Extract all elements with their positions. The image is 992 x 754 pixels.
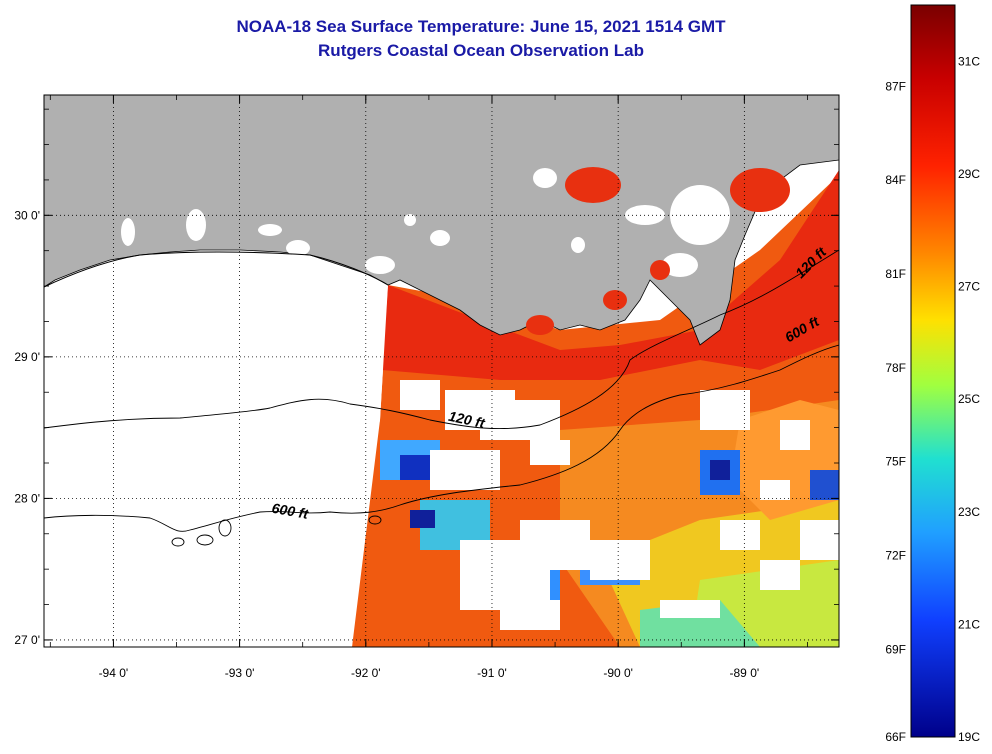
colorbar-celsius-label: 23C: [958, 505, 980, 519]
colorbar-fahrenheit-label: 87F: [885, 79, 906, 93]
cloud-mask: [400, 380, 839, 630]
contour-label: 600 ft: [271, 500, 311, 522]
colorbar-fahrenheit-label: 72F: [885, 549, 906, 563]
colorbar-celsius-label: 29C: [958, 167, 980, 181]
colorbar-celsius-label: 21C: [958, 617, 980, 631]
colorbar-celsius-label: 25C: [958, 392, 980, 406]
lat-tick-label: 27 0': [14, 633, 40, 647]
lon-tick-label: -90 0': [603, 666, 633, 680]
lat-tick-label: 28 0': [14, 491, 40, 505]
graticule: [44, 95, 839, 647]
lon-tick-label: -92 0': [351, 666, 381, 680]
map-title: NOAA-18 Sea Surface Temperature: June 15…: [236, 17, 726, 36]
colorbar-fahrenheit-label: 78F: [885, 361, 906, 375]
lon-tick-label: -93 0': [225, 666, 255, 680]
lon-tick-label: -89 0': [730, 666, 760, 680]
lon-tick-label: -91 0': [477, 666, 507, 680]
colorbar: [910, 4, 956, 738]
lat-tick-label: 29 0': [14, 350, 40, 364]
lon-tick-label: -94 0': [99, 666, 129, 680]
colorbar-fahrenheit-label: 69F: [885, 642, 906, 656]
colorbar-fahrenheit-label: 66F: [885, 730, 906, 744]
bathymetry-contours: [44, 249, 839, 547]
colorbar-celsius-label: 31C: [958, 54, 980, 68]
colorbar-fahrenheit-label: 84F: [885, 173, 906, 187]
colorbar-celsius-label: 19C: [958, 730, 980, 744]
map-subtitle: Rutgers Coastal Ocean Observation Lab: [318, 41, 644, 60]
axis-ticks: [44, 95, 839, 647]
plot-frame: [43, 94, 840, 648]
contour-label: 120 ft: [447, 408, 487, 432]
colorbar-fahrenheit-label: 75F: [885, 455, 906, 469]
axis-labels: -94 0' -93 0' -92 0' -91 0' -90 0' -89 0' 30 0…: [14, 208, 759, 680]
land-mass: [44, 95, 839, 346]
coastal-speckles: [526, 168, 790, 335]
colorbar-fahrenheit-label: 81F: [885, 267, 906, 281]
colorbar-labels: 31C 29C 27C 25C 23C 21C 19C 87F 84F 81F 78F 75F 72F 6…: [885, 54, 980, 744]
lat-tick-label: 30 0': [14, 208, 40, 222]
coastline: [44, 251, 389, 288]
colorbar-celsius-label: 27C: [958, 280, 980, 294]
